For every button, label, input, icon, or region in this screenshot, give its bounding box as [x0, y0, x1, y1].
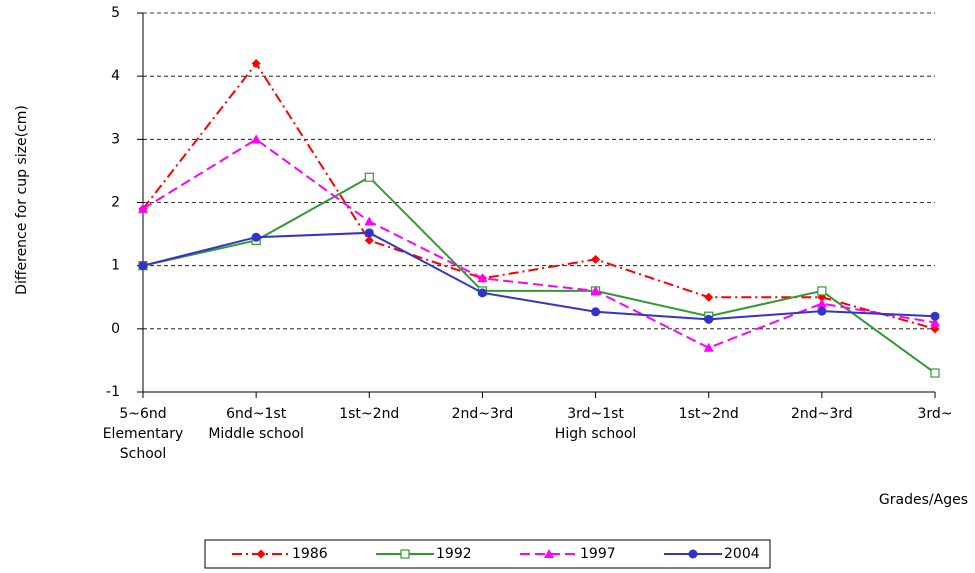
marker: [704, 292, 714, 302]
marker: [590, 285, 601, 295]
y-tick-label: 3: [111, 131, 120, 147]
marker: [704, 314, 714, 324]
legend-label: 2004: [724, 546, 760, 562]
marker: [930, 317, 940, 327]
marker: [930, 324, 940, 334]
marker: [591, 254, 601, 264]
series-line: [142, 138, 936, 349]
x-tick-label: 3rd~1st High school: [554, 406, 637, 442]
marker: [930, 311, 940, 321]
x-tick-label: 3rd~: [917, 406, 953, 422]
x-axis-label: Grades/Ages: [879, 492, 968, 508]
marker: [817, 286, 827, 296]
series-line: [142, 175, 936, 374]
marker: [364, 172, 374, 182]
marker: [364, 216, 375, 226]
x-tick-label: 2nd~3rd: [790, 406, 853, 422]
marker: [477, 273, 488, 283]
series-line: [142, 231, 936, 321]
y-axis-label: Difference for cup size(cm): [14, 105, 30, 295]
series-line: [142, 61, 936, 330]
marker: [138, 203, 148, 213]
marker: [251, 134, 262, 144]
y-tick-label: 2: [111, 195, 120, 211]
x-tick-label: 2nd~3rd: [451, 406, 514, 422]
y-tick-label: 4: [111, 68, 120, 84]
marker: [477, 288, 487, 298]
y-tick-label: -1: [106, 384, 120, 400]
marker: [364, 228, 374, 238]
legend-label: 1992: [436, 546, 472, 562]
marker: [251, 59, 261, 69]
marker: [930, 368, 940, 378]
y-tick-label: 1: [111, 258, 120, 274]
legend-label: 1997: [580, 546, 616, 562]
marker: [138, 261, 148, 271]
marker: [816, 298, 827, 308]
legend-label: 1986: [292, 546, 328, 562]
marker: [817, 306, 827, 316]
marker: [703, 342, 714, 352]
marker: [591, 307, 601, 317]
marker: [400, 549, 410, 559]
y-tick-label: 5: [111, 5, 120, 21]
x-tick-label: 1st~2nd: [339, 406, 400, 422]
marker: [251, 232, 261, 242]
marker: [256, 549, 266, 559]
y-tick-label: 0: [111, 321, 120, 337]
marker: [688, 549, 698, 559]
x-tick-label: 1st~2nd: [678, 406, 739, 422]
x-tick-label: 5~6nd Elementary School: [102, 406, 184, 462]
marker: [544, 549, 554, 558]
x-tick-label: 6nd~1st Middle school: [208, 406, 304, 442]
marker: [364, 235, 374, 245]
